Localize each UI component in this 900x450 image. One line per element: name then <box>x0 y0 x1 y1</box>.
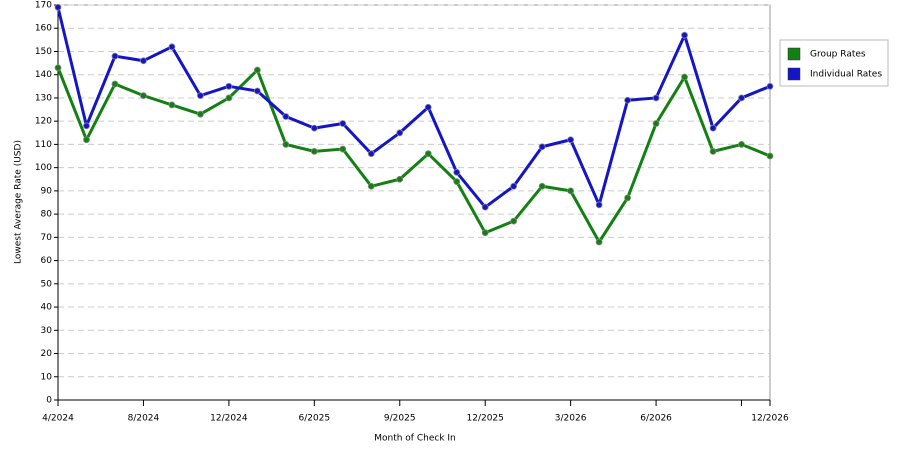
data-point <box>196 92 204 100</box>
data-point <box>83 136 90 144</box>
data-point <box>624 194 631 202</box>
data-point <box>453 178 461 185</box>
x-tick-label: 12/2024 <box>210 414 248 424</box>
y-tick-label: 130 <box>35 93 52 103</box>
data-point <box>538 182 546 190</box>
data-point <box>111 52 119 60</box>
data-point <box>481 229 489 237</box>
y-tick-label: 120 <box>35 117 52 127</box>
data-point <box>396 175 404 183</box>
legend-box <box>779 39 889 87</box>
y-tick-label: 150 <box>35 47 52 57</box>
data-point <box>738 141 745 148</box>
y-tick-label: 0 <box>46 396 52 406</box>
data-point <box>310 124 318 132</box>
y-tick-label: 60 <box>41 256 53 266</box>
y-tick-label: 70 <box>41 233 53 243</box>
data-point <box>766 82 774 90</box>
x-tick-label: 6/2025 <box>298 414 330 424</box>
data-point <box>595 238 603 246</box>
data-point <box>652 120 660 127</box>
data-point <box>54 64 62 72</box>
y-tick-label: 170 <box>35 1 52 11</box>
data-point <box>196 110 204 118</box>
data-point <box>624 96 631 104</box>
data-point <box>367 150 375 158</box>
x-tick-label: 9/2025 <box>384 414 416 424</box>
series-line <box>56 67 771 244</box>
data-point <box>339 120 347 127</box>
data-point <box>225 82 233 90</box>
y-tick-label: 80 <box>41 210 53 220</box>
data-point <box>681 31 688 39</box>
y-tick-label: 100 <box>35 163 52 173</box>
data-point <box>282 141 290 148</box>
data-point <box>481 203 489 211</box>
data-point <box>54 3 62 11</box>
data-point <box>83 122 90 130</box>
data-point <box>538 143 546 151</box>
data-point <box>140 57 147 65</box>
y-tick-label: 50 <box>41 279 53 289</box>
legend-label: Group Rates <box>810 50 866 60</box>
data-point <box>396 129 404 137</box>
data-point <box>567 136 575 144</box>
data-point <box>111 80 119 88</box>
data-point <box>168 101 176 109</box>
data-point <box>738 94 745 102</box>
data-point <box>253 66 261 74</box>
data-point <box>595 201 603 209</box>
series-line <box>56 6 771 209</box>
data-point <box>510 217 518 225</box>
x-tick-label: 8/2024 <box>128 414 160 424</box>
data-point <box>766 152 774 160</box>
x-tick-label: 12/2025 <box>467 414 504 424</box>
data-point <box>453 168 461 176</box>
legend-swatch <box>787 67 801 81</box>
x-tick-label: 12/2026 <box>751 414 789 424</box>
data-point <box>253 87 261 95</box>
y-tick-label: 140 <box>35 70 52 80</box>
plot-area <box>57 4 771 401</box>
x-tick-label: 3/2026 <box>555 414 587 424</box>
y-tick-label: 40 <box>41 303 53 313</box>
x-axis-label: Month of Check In <box>374 434 456 444</box>
legend-label: Individual Rates <box>810 70 882 80</box>
data-point <box>225 94 233 102</box>
data-point <box>424 103 432 111</box>
data-point <box>709 124 717 132</box>
data-point <box>168 43 176 51</box>
data-point <box>282 113 290 120</box>
data-point <box>140 92 147 100</box>
data-point <box>709 147 717 155</box>
data-point <box>567 187 575 195</box>
legend-swatch <box>787 47 801 61</box>
x-tick-label: 4/2024 <box>42 414 74 424</box>
data-point <box>367 182 375 190</box>
x-tick-label: 6/2026 <box>640 414 672 424</box>
data-point <box>652 94 660 102</box>
y-tick-label: 20 <box>41 349 53 359</box>
data-point <box>310 147 318 155</box>
y-tick-label: 110 <box>35 140 52 150</box>
y-tick-label: 160 <box>35 24 52 34</box>
y-tick-label: 10 <box>41 372 53 382</box>
data-point <box>510 182 518 190</box>
data-point <box>339 145 347 153</box>
data-point <box>424 150 432 158</box>
y-axis-label: Lowest Average Rate (USD) <box>14 140 24 264</box>
y-tick-label: 90 <box>41 186 53 196</box>
data-point <box>681 73 688 81</box>
y-tick-label: 30 <box>41 326 53 336</box>
